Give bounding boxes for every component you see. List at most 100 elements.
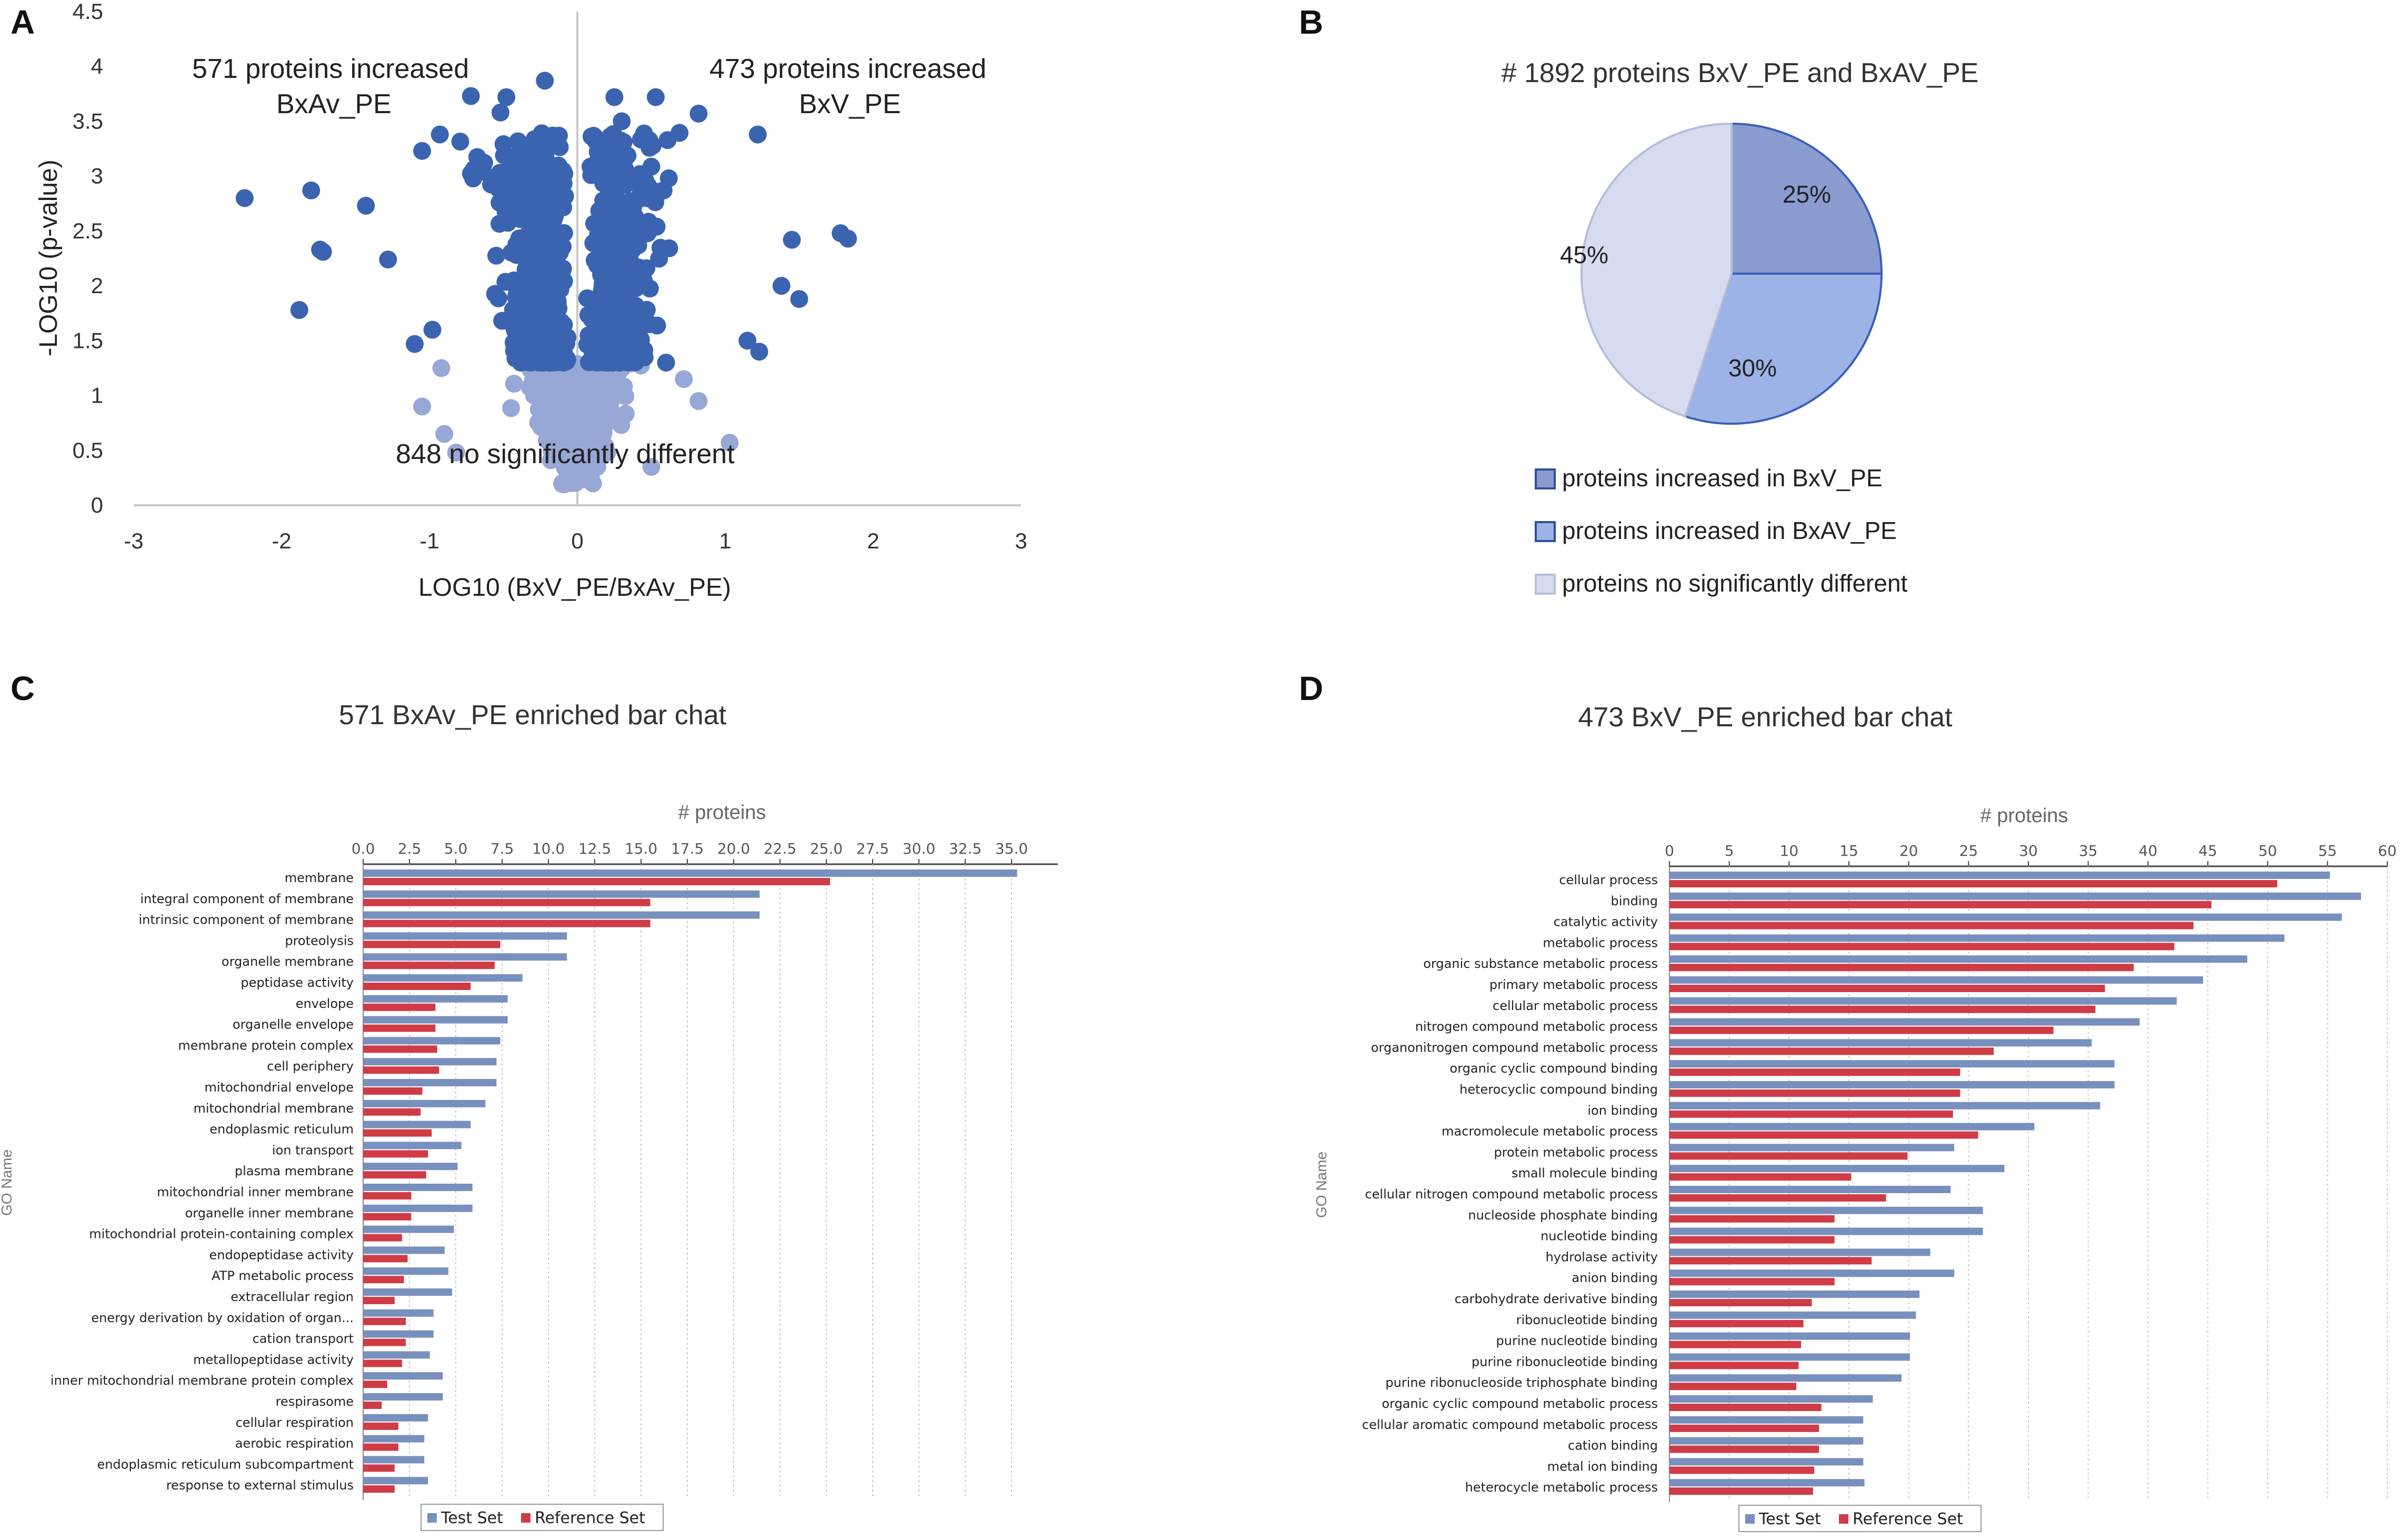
y-tick-label: 2	[91, 273, 103, 298]
bar-test-set	[1669, 1332, 1910, 1340]
go-category-label: organelle membrane	[222, 954, 354, 969]
point-significant	[379, 251, 397, 269]
bar-reference-set	[1669, 985, 2105, 992]
point-significant	[357, 196, 375, 215]
bar-reference-set	[363, 1422, 398, 1430]
point-significant	[635, 129, 653, 147]
bar-tick-label: 27.5	[856, 840, 889, 857]
pie-slice	[1730, 122, 1883, 275]
bar-test-set	[363, 1058, 497, 1066]
bar-tick-label: 30.0	[903, 840, 935, 857]
bar-test-set	[363, 890, 760, 898]
point-significant	[648, 316, 666, 335]
legend-swatch-reference	[1839, 1514, 1848, 1524]
go-category-label: plasma membrane	[235, 1164, 354, 1178]
point-significant	[608, 212, 626, 231]
bar-test-set	[363, 1246, 445, 1254]
go-category-label: nucleotide binding	[1540, 1229, 1658, 1244]
legend-label-reference: Reference Set	[535, 1509, 645, 1527]
y-tick-label: 3.5	[73, 108, 103, 133]
bar-tick-label: 22.5	[764, 840, 796, 857]
bar-reference-set	[1669, 901, 2212, 908]
bar-reference-set	[1669, 1194, 1886, 1202]
bar-test-set	[1669, 1458, 1864, 1466]
bar-test-set	[1669, 913, 2342, 921]
bar-test-set	[1669, 934, 2285, 942]
point-nonsignificant	[432, 359, 451, 377]
go-category-label: ion transport	[272, 1143, 354, 1157]
bar-reference-set	[363, 1087, 423, 1095]
y-tick-label: 1	[91, 383, 103, 408]
point-nonsignificant	[675, 370, 693, 388]
point-significant	[290, 301, 308, 319]
y-tick-label: 1.5	[73, 328, 103, 353]
point-significant	[595, 284, 613, 302]
bar-test-set	[1669, 1395, 1873, 1403]
bar-test-set	[1669, 1165, 2005, 1173]
point-nonsignificant	[592, 433, 611, 451]
bar-reference-set	[1669, 1173, 1852, 1181]
point-significant	[738, 332, 757, 350]
bar-test-set	[1669, 1081, 2115, 1088]
point-significant	[554, 198, 572, 217]
bar-reference-set	[1669, 964, 2134, 972]
bar-tick-label: 17.5	[671, 840, 704, 857]
point-nonsignificant	[559, 432, 578, 451]
bar-reference-set	[1669, 922, 2194, 929]
go-category-label: binding	[1611, 894, 1658, 908]
bar-reference-set	[363, 941, 501, 948]
go-category-label: cell periphery	[267, 1059, 354, 1074]
bar-tick-label: 35	[2079, 842, 2098, 859]
point-significant	[521, 306, 539, 324]
y-tick-label: 0	[91, 493, 103, 517]
go-category-label: metal ion binding	[1547, 1459, 1658, 1474]
x-tick-label: 0	[571, 528, 583, 553]
go-category-label: respirasome	[276, 1394, 354, 1409]
point-significant	[497, 162, 516, 181]
bar-reference-set	[363, 1150, 428, 1158]
bar-test-set	[1669, 1353, 1910, 1361]
volcano-tick-labels: -3 -2 -1 0 1 2 3 0 0.5 1 1.5 2 2.5 3 3.5 4 4.5	[73, 0, 1027, 553]
legend-swatch	[1535, 521, 1556, 542]
point-significant	[524, 288, 543, 306]
point-significant	[502, 243, 521, 262]
x-tick-label: -2	[272, 528, 291, 553]
pie-title: # 1892 proteins BxV_PE and BxAV_PE	[1502, 58, 1979, 88]
go-category-label: aerobic respiration	[235, 1436, 354, 1451]
point-significant	[790, 290, 808, 308]
bar-test-set	[363, 1225, 454, 1233]
point-nonsignificant	[588, 458, 606, 476]
bar-tick-label: 35.0	[995, 840, 1028, 857]
bar-test-set	[1669, 1206, 1983, 1214]
bar-y-axis-title: GO Name	[0, 1149, 15, 1216]
bar-reference-set	[363, 1108, 421, 1116]
go-category-label: organelle inner membrane	[185, 1206, 354, 1221]
point-significant	[508, 283, 526, 301]
go-category-label: hydrolase activity	[1546, 1249, 1658, 1264]
point-significant	[607, 171, 626, 189]
bar-tick-label: 10.0	[532, 840, 565, 857]
point-significant	[583, 310, 601, 328]
go-category-label: heterocyclic compound binding	[1459, 1082, 1658, 1097]
bar-reference-set	[1669, 1404, 1822, 1411]
bar-test-set	[1669, 976, 2203, 984]
point-nonsignificant	[413, 397, 431, 416]
point-significant	[689, 104, 708, 123]
pie-slice	[1580, 122, 1733, 418]
go-category-label: intrinsic component of membrane	[138, 913, 354, 927]
bar-tick-label: 25.0	[810, 840, 843, 857]
bar-reference-set	[1669, 1110, 1953, 1118]
point-significant	[413, 142, 431, 160]
point-significant	[580, 353, 598, 371]
bar-reference-set	[363, 1255, 408, 1263]
point-significant	[628, 322, 646, 340]
legend-swatch-test	[1745, 1514, 1755, 1524]
y-tick-label: 2.5	[73, 218, 103, 243]
bar-tick-label: 55	[2318, 842, 2337, 859]
bar-reference-set	[1669, 1278, 1835, 1286]
point-nonsignificant	[578, 367, 596, 385]
panel-letter-d: D	[1299, 669, 1323, 707]
pie-slice-label: 45%	[1560, 241, 1608, 268]
point-significant	[592, 336, 610, 355]
point-nonsignificant	[502, 399, 520, 417]
